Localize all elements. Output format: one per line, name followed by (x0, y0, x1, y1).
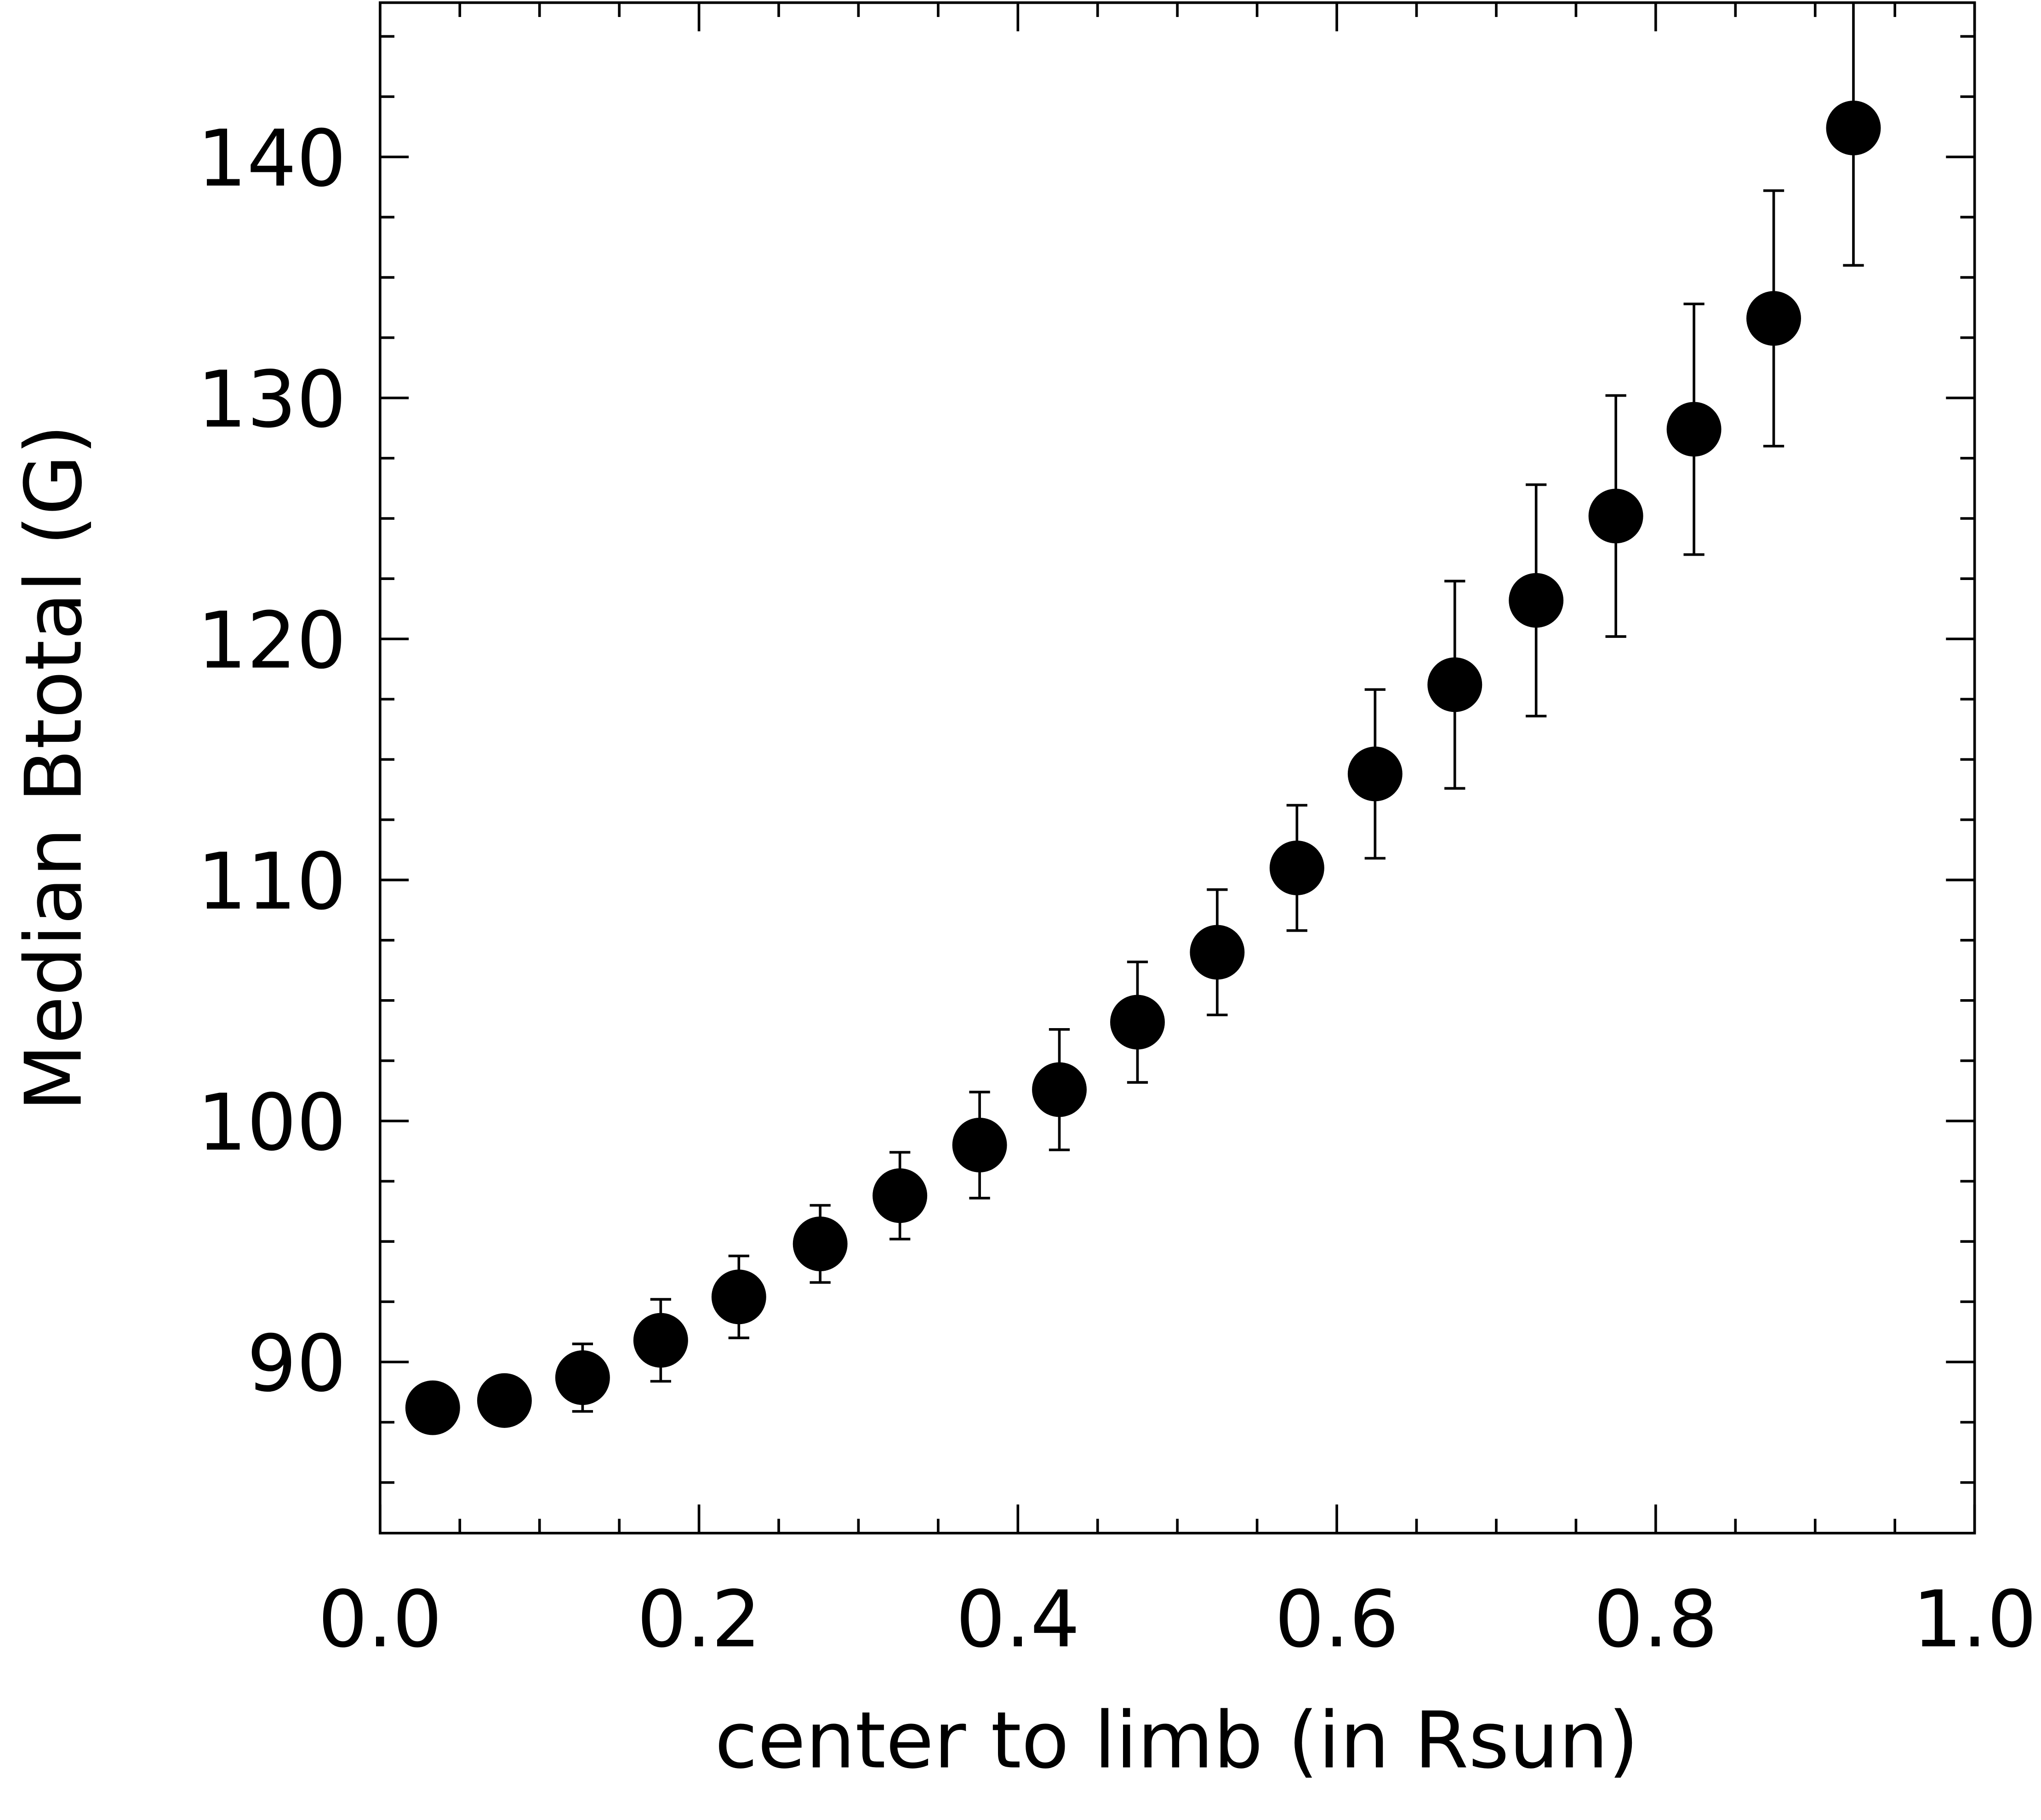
point (1746, 291, 1801, 346)
x-axis-label: center to limb (in Rsun) (715, 1695, 1639, 1786)
point (555, 1350, 610, 1405)
point (1509, 573, 1564, 628)
x-tick-label: 0.2 (637, 1574, 761, 1665)
point (1588, 489, 1643, 544)
x-tick-label: 0.4 (956, 1574, 1080, 1665)
y-tick-label: 100 (197, 1077, 346, 1168)
point (477, 1373, 532, 1428)
point (1826, 101, 1881, 155)
y-axis-label: Median Btotal (G) (9, 424, 100, 1111)
point (1190, 925, 1245, 980)
x-tick-label: 0.0 (318, 1574, 442, 1665)
x-tick-label: 0.8 (1594, 1574, 1718, 1665)
point (1110, 995, 1165, 1050)
x-tick-label: 0.6 (1275, 1574, 1399, 1665)
y-tick-label: 110 (197, 836, 346, 927)
point (872, 1168, 928, 1223)
y-tick-label: 120 (197, 596, 346, 687)
point (1347, 746, 1402, 802)
point (952, 1118, 1007, 1172)
point (633, 1313, 688, 1368)
y-tick-label: 130 (197, 354, 346, 445)
point (1032, 1062, 1087, 1117)
y-tick-label: 140 (197, 114, 346, 205)
plot-frame (379, 1, 1976, 1535)
point (1269, 840, 1324, 895)
y-tick-label: 90 (247, 1319, 346, 1410)
point (1427, 657, 1482, 712)
point (405, 1380, 460, 1435)
plot-area (405, 2, 1881, 1435)
x-tick-label: 1.0 (1913, 1574, 2037, 1665)
point (711, 1269, 766, 1325)
point (792, 1217, 848, 1271)
point (1666, 402, 1722, 457)
